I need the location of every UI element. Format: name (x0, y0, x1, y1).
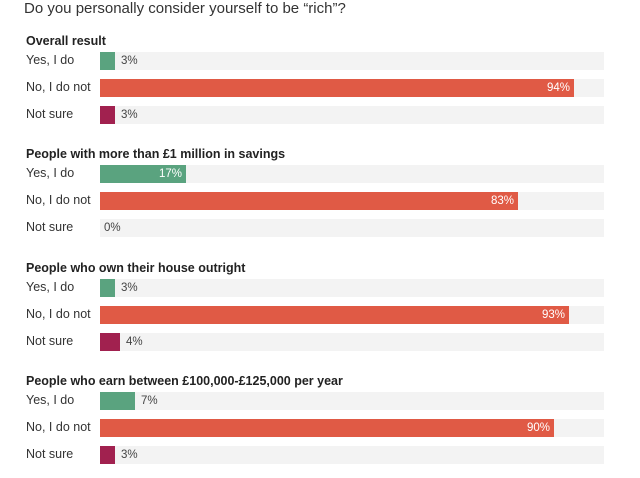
category-label: No, I do not (26, 307, 91, 321)
chart-title: Do you personally consider yourself to b… (24, 0, 346, 17)
bar-track: 3% (100, 52, 604, 70)
bar-row-yes-i-do: Yes, I do 7% (24, 390, 604, 411)
category-label: Yes, I do (26, 53, 75, 67)
bar-row-no-i-do-not: No, I do not 94% (24, 77, 604, 98)
category-label: Yes, I do (26, 393, 75, 407)
category-label: Yes, I do (26, 166, 75, 180)
bar-track: 3% (100, 106, 604, 124)
bar-yes-i-do (100, 165, 186, 183)
group-title: People with more than £1 million in savi… (26, 147, 286, 161)
bar-row-not-sure: Not sure 4% (24, 331, 604, 352)
bar-row-no-i-do-not: No, I do not 93% (24, 304, 604, 325)
bar-yes-i-do (100, 52, 115, 70)
bar-row-not-sure: Not sure 3% (24, 104, 604, 125)
bar-track: 83% (100, 192, 604, 210)
data-label: 83% (490, 195, 514, 207)
bar-no-i-do-not (100, 79, 574, 97)
bar-track: 17% (100, 165, 604, 183)
data-label: 93% (541, 309, 565, 321)
data-label: 3% (121, 55, 138, 67)
group-title: Overall result (26, 34, 106, 48)
bar-yes-i-do (100, 279, 115, 297)
bar-not-sure (100, 333, 120, 351)
group-title: People who earn between £100,000-£125,00… (26, 374, 343, 388)
bar-track: 0% (100, 219, 604, 237)
data-label: 3% (121, 109, 138, 121)
bar-row-no-i-do-not: No, I do not 90% (24, 417, 604, 438)
data-label: 3% (121, 282, 138, 294)
category-label: Not sure (26, 220, 74, 234)
bar-row-not-sure: Not sure 3% (24, 444, 604, 465)
category-label: No, I do not (26, 193, 91, 207)
bar-track: 94% (100, 79, 604, 97)
bar-track: 3% (100, 279, 604, 297)
bar-track: 90% (100, 419, 604, 437)
bar-no-i-do-not (100, 306, 569, 324)
bar-row-yes-i-do: Yes, I do 3% (24, 277, 604, 298)
data-label: 90% (526, 422, 550, 434)
bar-yes-i-do (100, 392, 135, 410)
bar-not-sure (100, 106, 115, 124)
category-label: No, I do not (26, 420, 91, 434)
data-label: 7% (141, 395, 158, 407)
bar-row-yes-i-do: Yes, I do 17% (24, 163, 604, 184)
bar-not-sure (100, 446, 115, 464)
bar-track: 7% (100, 392, 604, 410)
bar-track: 3% (100, 446, 604, 464)
category-label: Not sure (26, 447, 74, 461)
data-label: 17% (158, 168, 182, 180)
bar-track: 4% (100, 333, 604, 351)
group-title: People who own their house outright (26, 261, 246, 275)
category-label: Yes, I do (26, 280, 75, 294)
data-label: 3% (121, 449, 138, 461)
bar-row-not-sure: Not sure 0% (24, 217, 604, 238)
data-label: 4% (126, 336, 143, 348)
category-label: No, I do not (26, 80, 91, 94)
bar-row-no-i-do-not: No, I do not 83% (24, 190, 604, 211)
bar-no-i-do-not (100, 419, 554, 437)
data-label: 94% (546, 82, 570, 94)
bar-no-i-do-not (100, 192, 518, 210)
data-label: 0% (104, 222, 121, 234)
bar-row-yes-i-do: Yes, I do 3% (24, 50, 604, 71)
category-label: Not sure (26, 107, 74, 121)
category-label: Not sure (26, 334, 74, 348)
bar-track: 93% (100, 306, 604, 324)
